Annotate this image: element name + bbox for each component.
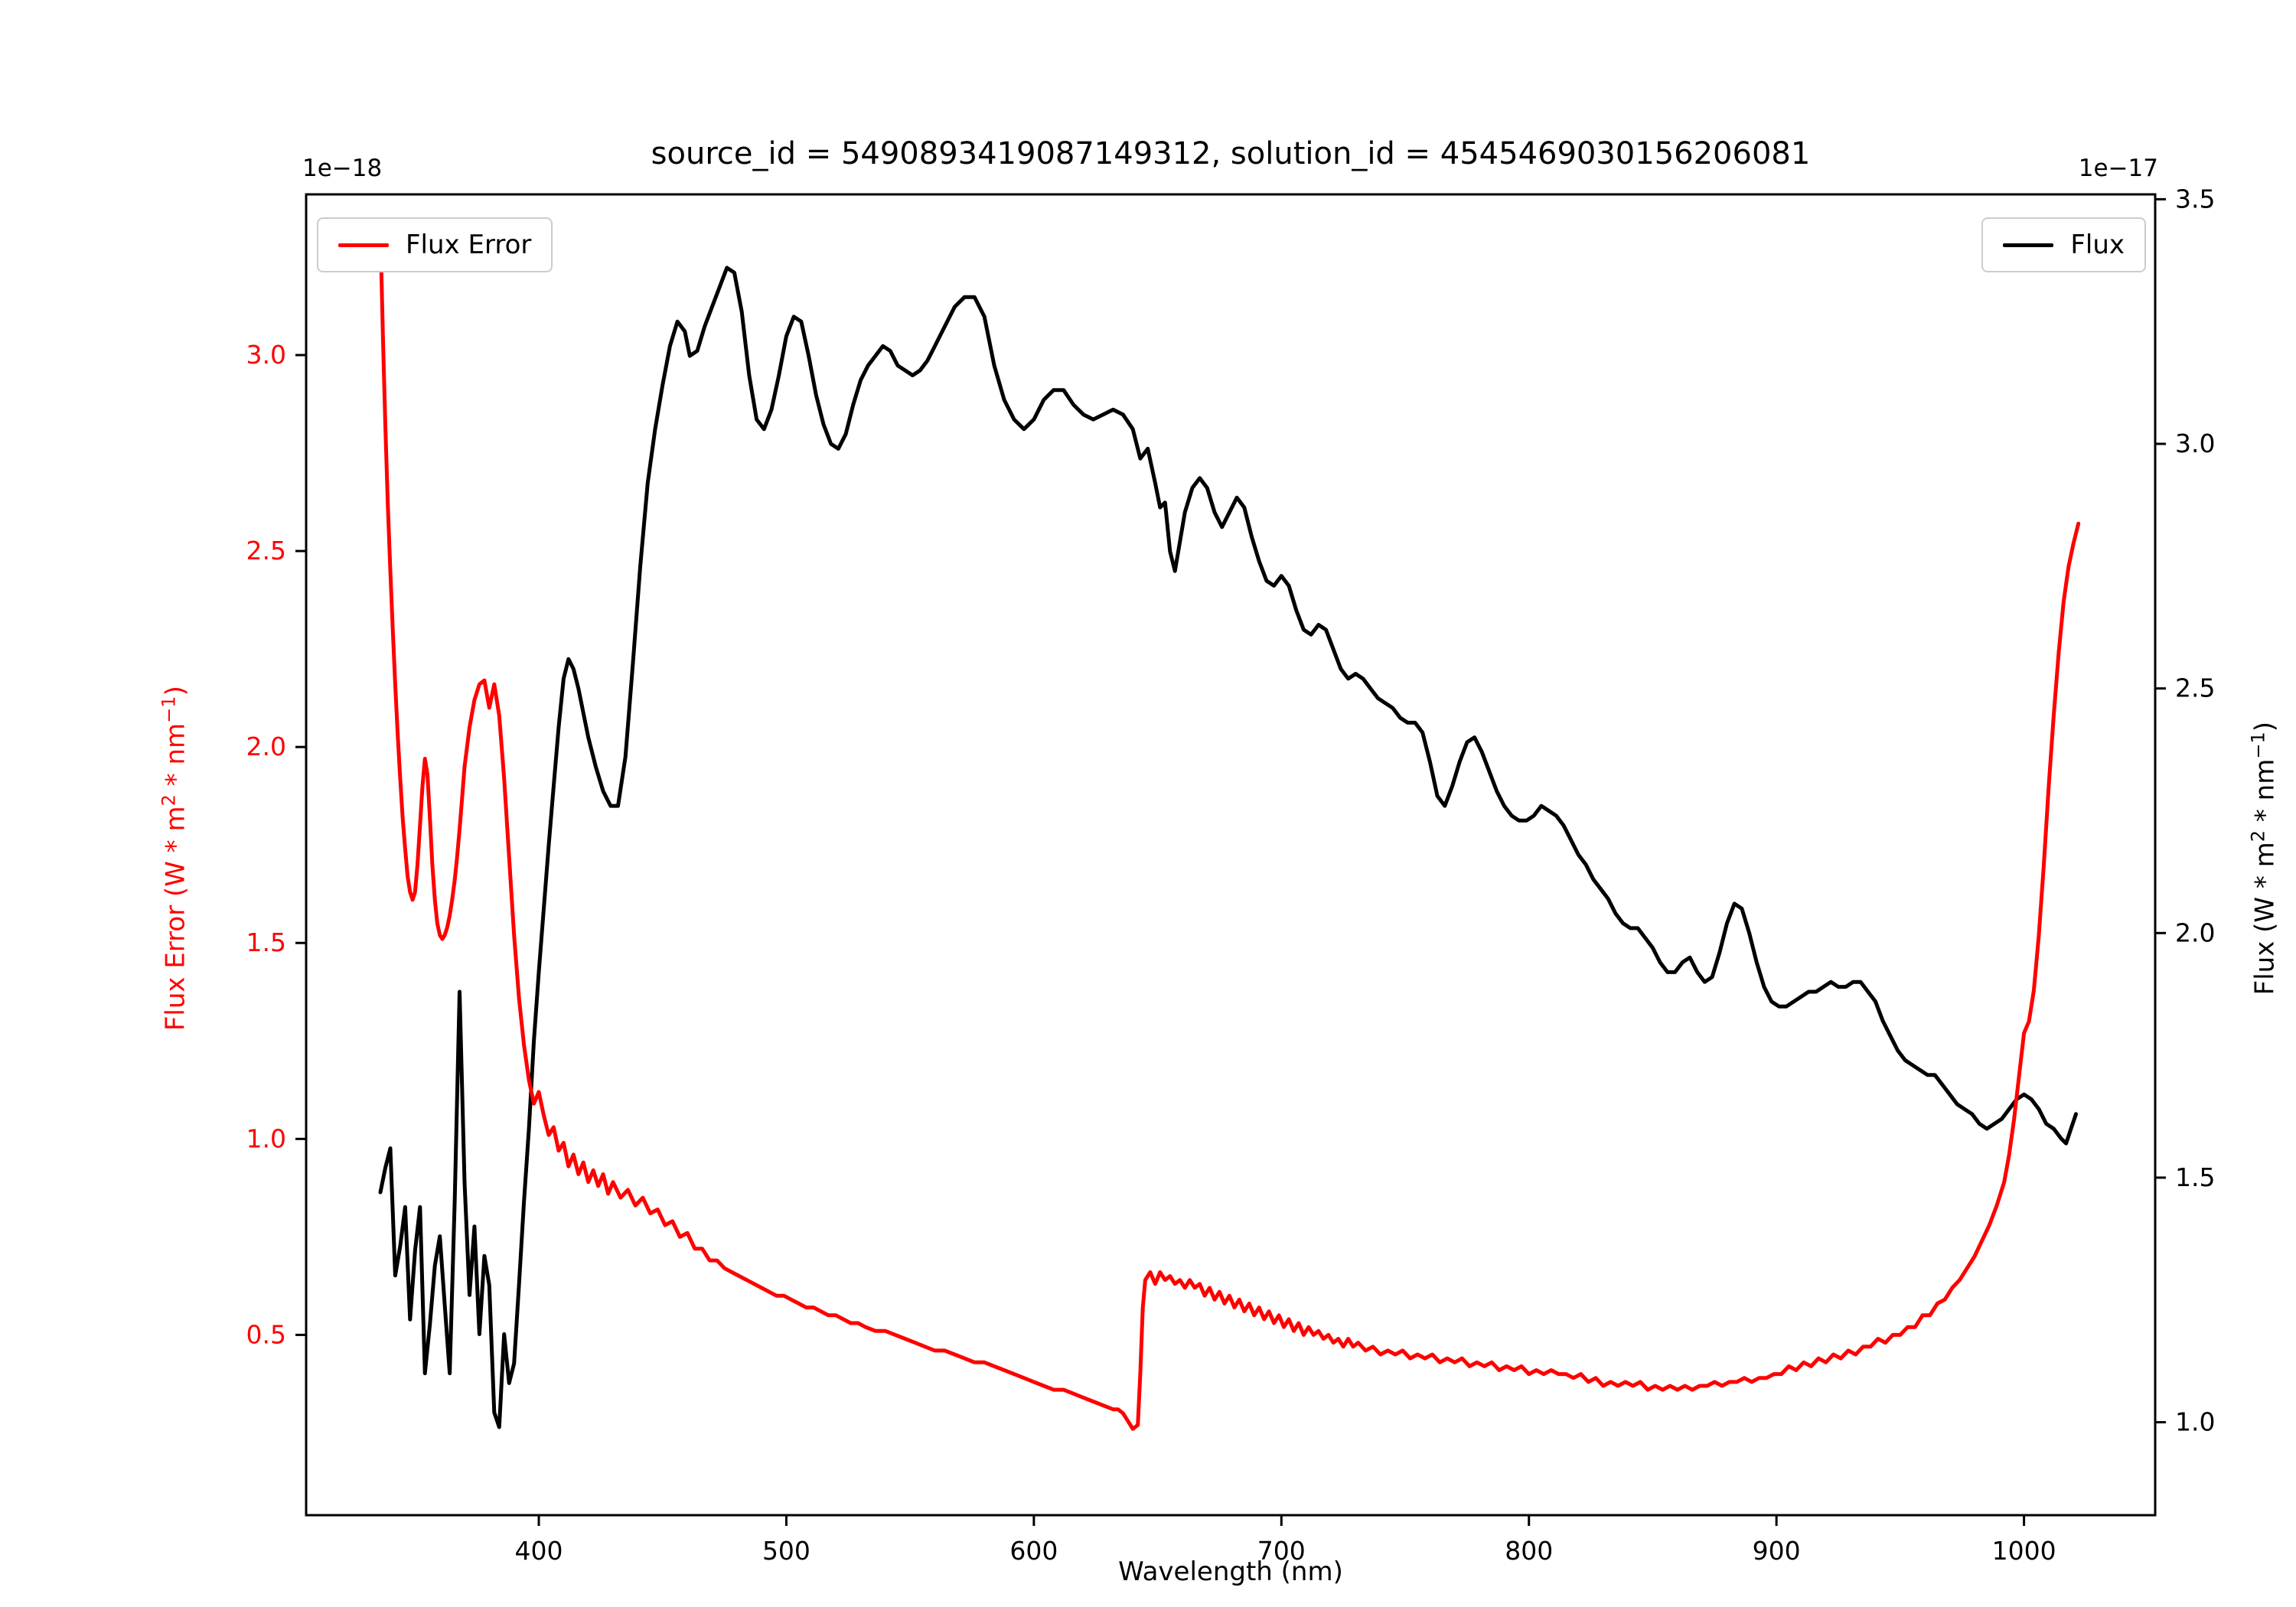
y-left-tick-label: 0.5 (246, 1319, 286, 1349)
y-left-label-sup: 2 (158, 794, 180, 807)
x-tick-label: 400 (515, 1536, 563, 1566)
y-right-axis-label: Flux (W * m2 * nm−1) (2241, 399, 2281, 1318)
y-right-tick-label: 1.0 (2175, 1407, 2215, 1437)
flux-error-curve (378, 227, 2081, 1431)
y-left-label-sup: −1 (158, 696, 180, 723)
y-right-tick-label: 2.5 (2175, 673, 2215, 703)
legend-flux: Flux (1981, 217, 2146, 272)
y-right-tick-label: 3.0 (2175, 429, 2215, 458)
x-tick-label: 700 (1257, 1536, 1306, 1566)
y-right-label-text: * nm (2249, 758, 2281, 830)
y-left-label-text: * nm (160, 722, 191, 795)
legend-flux-error: Flux Error (317, 217, 553, 272)
y-left-tick-label: 3.0 (246, 340, 286, 370)
right-axis-offset-label: 1e−17 (2078, 155, 2158, 182)
y-right-tick-label: 3.5 (2175, 184, 2215, 214)
x-tick-label: 900 (1753, 1536, 1801, 1566)
x-tick-label: 1000 (1992, 1536, 2056, 1566)
y-left-label-text: Flux Error (W * m (160, 806, 191, 1032)
y-left-tick-label: 1.0 (246, 1123, 286, 1153)
legend-flux-label: Flux (2070, 230, 2125, 260)
y-left-axis-label: Flux Error (W * m2 * nm−1) (152, 399, 192, 1318)
chart-title: source_id = 5490893419087149312, solutio… (651, 136, 1811, 171)
flux-error-line-sample (338, 243, 389, 247)
y-left-label-text: ) (160, 686, 191, 696)
y-right-label-sup: −1 (2247, 732, 2269, 759)
plot-border (305, 193, 2157, 1517)
x-tick-label: 500 (762, 1536, 810, 1566)
legend-flux-error-label: Flux Error (406, 230, 532, 260)
y-left-tick-label: 2.5 (246, 536, 286, 566)
x-tick-label: 800 (1505, 1536, 1553, 1566)
flux-line-sample (2003, 243, 2054, 247)
y-right-label-text: ) (2249, 721, 2281, 732)
y-left-tick-label: 2.0 (246, 732, 286, 761)
flux-curve (378, 266, 2078, 1429)
y-left-tick-label: 1.5 (246, 927, 286, 957)
left-axis-offset-label: 1e−18 (302, 155, 383, 182)
y-right-tick-label: 1.5 (2175, 1162, 2215, 1192)
x-axis-label: Wavelength (nm) (1118, 1556, 1343, 1587)
y-right-tick-label: 2.0 (2175, 918, 2215, 947)
x-tick-label: 600 (1009, 1536, 1058, 1566)
y-right-label-sup: 2 (2247, 830, 2269, 843)
y-right-label-text: Flux (W * m (2249, 842, 2281, 996)
